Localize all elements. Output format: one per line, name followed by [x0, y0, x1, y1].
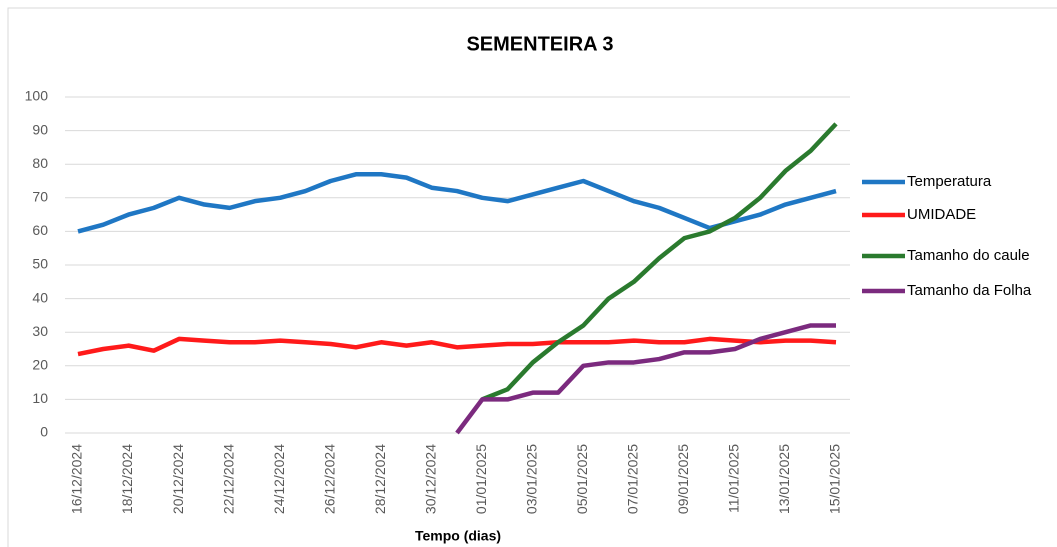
series-line — [481, 122, 838, 402]
x-tick-label: 26/12/2024 — [321, 444, 337, 514]
x-tick-label: 20/12/2024 — [170, 444, 186, 514]
x-tick-label: 03/01/2025 — [524, 444, 540, 514]
legend-label: Tamanho do caule — [907, 247, 1030, 264]
y-tick-label: 80 — [32, 155, 48, 171]
y-tick-label: 90 — [32, 121, 48, 137]
y-tick-label: 70 — [32, 189, 48, 205]
x-tick-label: 22/12/2024 — [220, 444, 236, 514]
y-tick-label: 50 — [32, 256, 48, 272]
legend-label: UMIDADE — [907, 206, 976, 223]
x-tick-label: 18/12/2024 — [119, 444, 135, 514]
y-tick-label: 40 — [32, 289, 48, 305]
series-line — [455, 323, 836, 435]
x-tick-label: 30/12/2024 — [422, 444, 438, 514]
x-tick-label: 09/01/2025 — [675, 444, 691, 514]
chart-title: SEMENTEIRA 3 — [466, 33, 613, 55]
x-tick-label: 11/01/2025 — [726, 444, 742, 513]
x-axis-label: Tempo (dias) — [415, 528, 501, 544]
y-tick-label: 100 — [25, 88, 49, 104]
y-tick-label: 10 — [32, 390, 48, 406]
x-tick-label: 28/12/2024 — [372, 444, 388, 514]
x-tick-label: 16/12/2024 — [69, 444, 85, 514]
x-tick-label: 13/01/2025 — [776, 444, 792, 514]
series-line — [77, 336, 837, 357]
legend-label: Temperatura — [907, 173, 992, 190]
y-tick-label: 60 — [32, 222, 48, 238]
x-tick-label: 15/01/2025 — [827, 444, 843, 514]
x-tick-label: 24/12/2024 — [271, 444, 287, 514]
y-tick-label: 20 — [32, 357, 48, 373]
legend-label: Tamanho da Folha — [907, 282, 1032, 299]
series-line — [77, 172, 837, 234]
x-tick-label: 07/01/2025 — [625, 444, 641, 514]
x-tick-label: 01/01/2025 — [473, 444, 489, 514]
x-tick-label: 05/01/2025 — [574, 444, 590, 514]
y-tick-label: 30 — [32, 323, 48, 339]
y-tick-label: 0 — [40, 424, 48, 440]
chart-frame — [7, 7, 1057, 547]
